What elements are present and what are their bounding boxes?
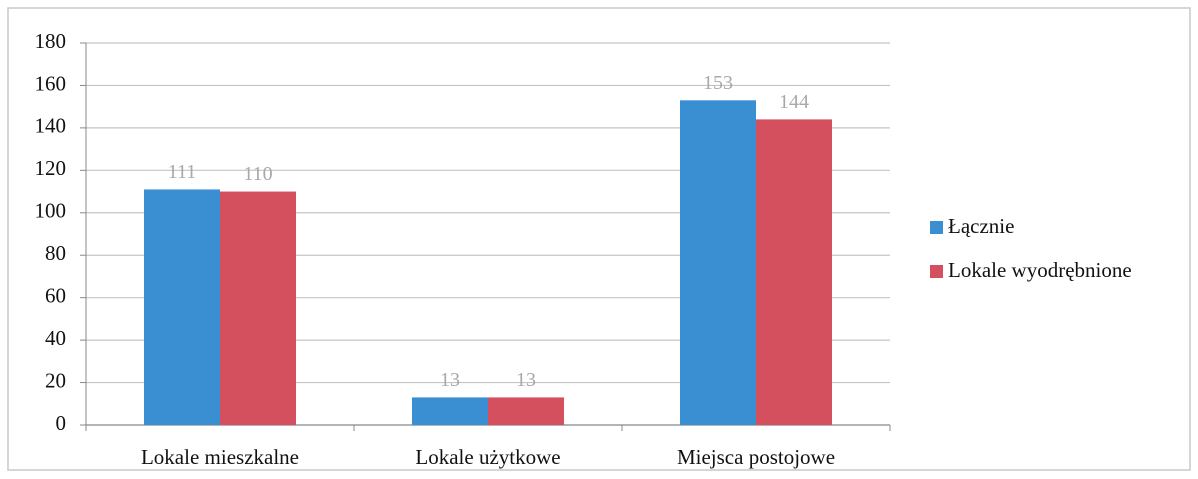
value-label: 153 bbox=[703, 72, 733, 94]
bar bbox=[144, 189, 220, 425]
value-label: 144 bbox=[779, 91, 809, 113]
bar bbox=[680, 100, 756, 426]
legend-swatch bbox=[930, 265, 943, 278]
x-tick-label: Lokale mieszkalne bbox=[141, 445, 299, 469]
y-tick-label: 80 bbox=[45, 241, 66, 265]
value-label: 13 bbox=[440, 369, 460, 391]
x-tick-label: Lokale użytkowe bbox=[415, 445, 560, 469]
bar bbox=[412, 397, 488, 425]
y-tick-label: 120 bbox=[35, 156, 67, 180]
bar bbox=[488, 397, 564, 425]
bar bbox=[220, 191, 296, 425]
y-tick-label: 0 bbox=[56, 411, 67, 435]
y-tick-label: 40 bbox=[45, 326, 66, 350]
y-tick-label: 20 bbox=[45, 368, 66, 392]
y-tick-label: 140 bbox=[35, 114, 67, 138]
y-tick-label: 180 bbox=[35, 29, 67, 53]
legend-label: Lokale wyodrębnione bbox=[948, 258, 1132, 282]
legend-swatch bbox=[930, 221, 943, 234]
value-label: 13 bbox=[516, 369, 536, 391]
legend-label: Łącznie bbox=[948, 214, 1014, 238]
y-tick-label: 160 bbox=[35, 71, 67, 95]
value-label: 111 bbox=[168, 161, 197, 183]
value-label: 110 bbox=[243, 163, 272, 185]
y-tick-label: 100 bbox=[35, 199, 67, 223]
chart-frame bbox=[7, 7, 1191, 471]
x-tick-label: Miejsca postojowe bbox=[677, 445, 835, 469]
bar bbox=[756, 119, 832, 426]
y-tick-label: 60 bbox=[45, 283, 66, 307]
